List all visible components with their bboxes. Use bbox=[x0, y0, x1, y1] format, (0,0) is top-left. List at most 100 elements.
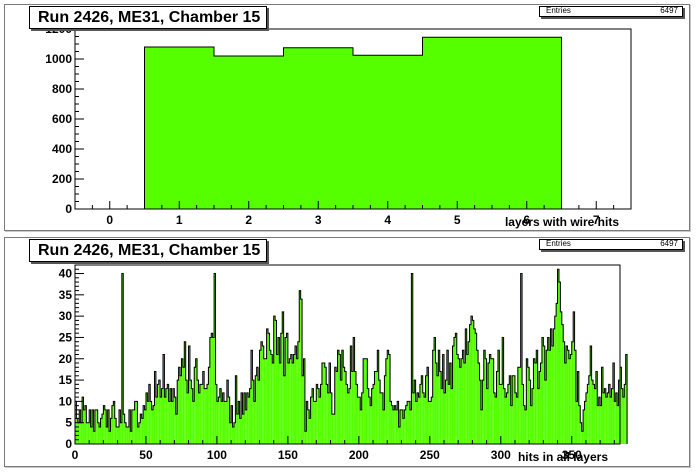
x-axis-label: hits in all layers bbox=[518, 450, 608, 464]
histogram-bar bbox=[472, 320, 474, 444]
histogram-bar bbox=[124, 422, 127, 444]
histogram-bar bbox=[590, 345, 592, 444]
histogram-bar bbox=[158, 380, 161, 444]
histogram-bar bbox=[187, 392, 189, 444]
histogram-bar bbox=[625, 354, 628, 444]
histogram-bar bbox=[160, 397, 162, 444]
histogram-bar bbox=[336, 371, 338, 444]
histogram-bar bbox=[584, 401, 586, 444]
histogram-bar bbox=[137, 426, 139, 444]
histogram-bar bbox=[309, 418, 311, 444]
histogram-bar bbox=[209, 337, 212, 444]
histogram-bar bbox=[277, 337, 280, 444]
histogram-bar bbox=[581, 431, 584, 444]
histogram-bar bbox=[94, 409, 97, 444]
histogram-bar bbox=[224, 401, 226, 444]
histogram-bar bbox=[107, 409, 110, 444]
histogram-bar bbox=[500, 384, 503, 444]
y-tick-label: 40 bbox=[59, 267, 73, 281]
histogram-bar bbox=[201, 384, 203, 444]
histogram-bar bbox=[317, 388, 320, 444]
histogram-bar bbox=[161, 388, 163, 444]
histogram-bar bbox=[426, 367, 429, 444]
y-tick-label: 400 bbox=[52, 142, 72, 156]
histogram-bar bbox=[195, 358, 198, 444]
histogram-bar bbox=[126, 426, 128, 444]
histogram-bar bbox=[347, 392, 349, 444]
histogram-bar bbox=[604, 388, 606, 444]
histogram-bar bbox=[554, 316, 557, 444]
histogram-bar bbox=[371, 388, 374, 444]
histogram-bar bbox=[252, 380, 254, 444]
histogram-bar bbox=[558, 282, 561, 444]
histogram-bar bbox=[397, 401, 399, 444]
histogram-bar bbox=[348, 388, 351, 444]
histogram-bar bbox=[219, 388, 222, 444]
histogram-bar bbox=[563, 341, 565, 444]
histogram-bar bbox=[206, 384, 209, 444]
histogram-bar bbox=[614, 401, 616, 444]
histogram-bar bbox=[154, 371, 156, 444]
histogram-bar bbox=[255, 375, 257, 444]
histogram-bar bbox=[211, 333, 213, 444]
histogram-bar bbox=[492, 358, 494, 444]
histogram-bar bbox=[594, 388, 596, 444]
histogram-bar bbox=[265, 358, 267, 444]
histogram-bar bbox=[143, 405, 145, 444]
histogram-bar bbox=[529, 380, 531, 444]
histogram-bar bbox=[110, 418, 112, 444]
histogram-bar bbox=[82, 397, 84, 444]
histogram-bar bbox=[495, 397, 497, 444]
histogram-bar bbox=[87, 422, 90, 444]
histogram-bar bbox=[412, 392, 415, 444]
x-axis-label: layers with wire hits bbox=[505, 215, 619, 229]
histogram-bar bbox=[235, 375, 237, 444]
histogram-bar bbox=[398, 426, 401, 444]
histogram-outline bbox=[144, 36, 562, 209]
histogram-bar bbox=[601, 367, 603, 444]
histogram-bar bbox=[188, 345, 190, 444]
histogram-bar bbox=[465, 328, 467, 444]
histogram-bar bbox=[470, 316, 473, 444]
histogram-bar bbox=[570, 354, 572, 444]
histogram-bar bbox=[296, 358, 298, 444]
histogram-bar bbox=[199, 384, 202, 444]
histogram-bar bbox=[577, 371, 579, 444]
histogram-bar bbox=[131, 409, 134, 444]
histogram-bar bbox=[536, 350, 538, 444]
histogram-bar bbox=[181, 358, 183, 444]
histogram-bar bbox=[121, 273, 124, 444]
histogram-bar bbox=[415, 401, 418, 444]
histogram-bar bbox=[162, 354, 165, 444]
x-tick-label: 4 bbox=[384, 213, 391, 227]
histogram-bar bbox=[411, 273, 413, 444]
histogram-bar bbox=[93, 431, 95, 444]
histogram-bar bbox=[341, 350, 344, 444]
histogram-bar bbox=[249, 388, 251, 444]
histogram-bar bbox=[400, 409, 402, 444]
histogram-bar bbox=[611, 388, 613, 444]
stats-entries-value: 6497 bbox=[660, 6, 678, 15]
histogram-bar bbox=[239, 418, 242, 444]
histogram-bar bbox=[280, 333, 283, 444]
histogram-bar bbox=[578, 405, 581, 444]
histogram-bar bbox=[133, 409, 135, 444]
histogram-bar bbox=[144, 47, 214, 209]
histogram-bar bbox=[608, 384, 611, 444]
histogram-bar bbox=[263, 358, 266, 444]
histogram-bar bbox=[214, 273, 216, 444]
histogram-bar bbox=[300, 299, 303, 444]
y-tick-label: 20 bbox=[59, 352, 73, 366]
histogram-bar bbox=[329, 363, 331, 444]
histogram-bar bbox=[172, 388, 175, 444]
histogram-bar bbox=[409, 409, 412, 444]
histogram-bar bbox=[475, 333, 477, 444]
histogram-bar bbox=[363, 358, 365, 444]
histogram-bar bbox=[316, 384, 318, 444]
histogram-bar bbox=[310, 397, 313, 444]
histogram-bar bbox=[297, 341, 300, 444]
histogram-bar bbox=[564, 363, 567, 444]
histogram-bar bbox=[462, 350, 464, 444]
histogram-bar bbox=[86, 422, 88, 444]
